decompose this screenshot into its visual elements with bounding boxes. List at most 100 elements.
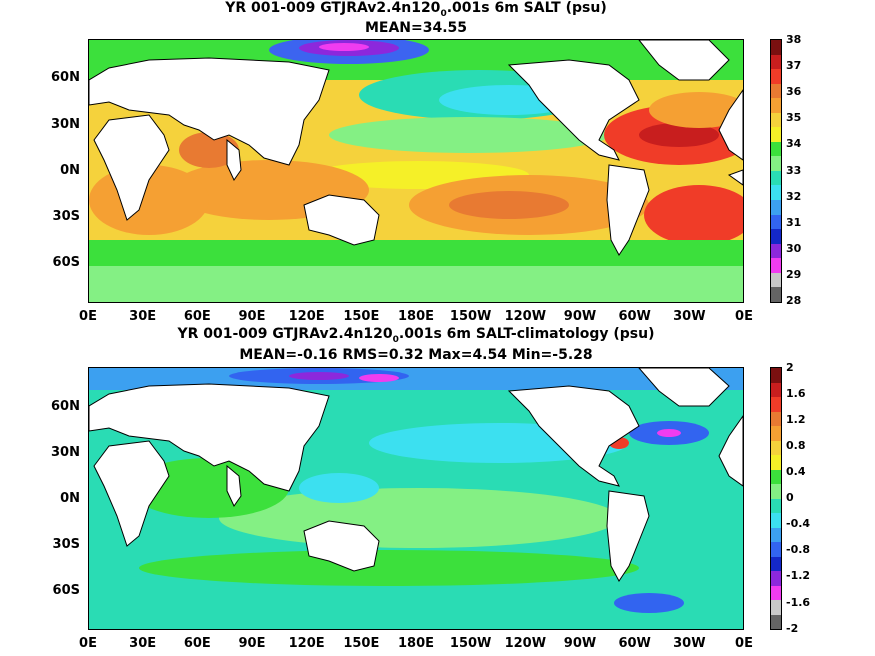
top-colorbar-label: 34 bbox=[786, 137, 802, 150]
bottom-lon-label: 180E bbox=[397, 636, 435, 651]
bottom-lon-label: 90E bbox=[238, 636, 266, 651]
bottom-colorbar-label: -1.6 bbox=[786, 596, 811, 609]
bottom-lon-label: 150W bbox=[449, 636, 492, 651]
colorbar-segment bbox=[771, 229, 781, 244]
top-lon-label: 150E bbox=[343, 309, 380, 324]
colorbar-segment bbox=[771, 170, 781, 186]
bottom-colorbar-label: -0.4 bbox=[786, 517, 811, 530]
bottom-colorbar-label: -2 bbox=[786, 622, 799, 635]
bottom-lon-label: 60E bbox=[183, 636, 211, 651]
bottom-lon-label: 150E bbox=[343, 636, 380, 651]
colorbar-segment bbox=[771, 83, 781, 99]
colorbar-segment bbox=[771, 258, 781, 273]
colorbar-segment bbox=[771, 397, 781, 412]
top-colorbar-label: 31 bbox=[786, 216, 802, 229]
top-title: YR 001-009 GTJRAv2.4n1200.001s 6m SALT (… bbox=[225, 0, 607, 19]
bottom-lat-label: 60N bbox=[51, 399, 80, 414]
colorbar-segment bbox=[771, 243, 781, 259]
top-lat-label: 0N bbox=[60, 163, 80, 178]
colorbar-segment bbox=[771, 571, 781, 586]
top-colorbar-label: 37 bbox=[786, 59, 802, 72]
bottom-colorbar-label: 1.6 bbox=[786, 387, 806, 400]
bottom-lon-label: 30E bbox=[129, 636, 157, 651]
colorbar-segment bbox=[771, 141, 781, 157]
top-colorbar-label: 28 bbox=[786, 294, 802, 307]
colorbar-segment bbox=[771, 40, 781, 55]
top-lon-label: 120E bbox=[288, 309, 325, 324]
bottom-lat-label: 0N bbox=[60, 491, 80, 506]
bottom-colorbar-label: 1.2 bbox=[786, 413, 806, 426]
colorbar-segment bbox=[771, 527, 781, 542]
top-lat-label: 30N bbox=[51, 117, 80, 132]
top-lon-label: 120W bbox=[504, 309, 547, 324]
bottom-lat-label: 60S bbox=[52, 583, 80, 598]
bottom-colorbar-label: -1.2 bbox=[786, 569, 811, 582]
top-colorbar-label: 29 bbox=[786, 268, 802, 281]
top-lon-label: 90W bbox=[563, 309, 597, 324]
bottom-colorbar-label: 2 bbox=[786, 361, 794, 374]
colorbar-segment bbox=[771, 156, 781, 171]
bottom-lon-label: 0E bbox=[735, 636, 753, 651]
bottom-colorbar bbox=[770, 367, 782, 630]
colorbar-segment bbox=[771, 382, 781, 397]
top-lon-label: 60E bbox=[183, 309, 211, 324]
bottom-colorbar-label: 0.8 bbox=[786, 439, 806, 452]
colorbar-segment bbox=[771, 214, 781, 230]
colorbar-segment bbox=[771, 368, 781, 383]
colorbar-segment bbox=[771, 469, 781, 484]
colorbar-segment bbox=[771, 287, 781, 302]
bottom-lon-label: 120W bbox=[504, 636, 547, 651]
colorbar-segment bbox=[771, 98, 781, 113]
top-colorbar-label: 33 bbox=[786, 164, 802, 177]
colorbar-segment bbox=[771, 542, 781, 557]
colorbar-segment bbox=[771, 513, 781, 528]
top-lon-label: 180E bbox=[397, 309, 435, 324]
bottom-lon-label: 90W bbox=[563, 636, 597, 651]
top-lon-label: 0E bbox=[735, 309, 753, 324]
top-lon-label: 90E bbox=[238, 309, 266, 324]
bottom-lat-label: 30N bbox=[51, 445, 80, 460]
top-lon-label: 30W bbox=[673, 309, 706, 324]
colorbar-segment bbox=[771, 455, 781, 470]
colorbar-segment bbox=[771, 484, 781, 499]
colorbar-segment bbox=[771, 69, 781, 84]
colorbar-segment bbox=[771, 600, 781, 615]
bottom-lat-label: 30S bbox=[52, 537, 80, 552]
colorbar-segment bbox=[771, 54, 781, 70]
top-colorbar-label: 36 bbox=[786, 85, 802, 98]
colorbar-segment bbox=[771, 272, 781, 288]
top-colorbar bbox=[770, 39, 782, 303]
colorbar-segment bbox=[771, 185, 781, 201]
top-stats: MEAN=34.55 bbox=[364, 20, 468, 36]
top-lat-label: 30S bbox=[52, 209, 80, 224]
colorbar-segment bbox=[771, 498, 781, 513]
top-colorbar-label: 38 bbox=[786, 33, 802, 46]
bottom-colorbar-label: 0.4 bbox=[786, 465, 806, 478]
bottom-anomaly-map bbox=[88, 367, 744, 630]
top-salinity-map bbox=[88, 39, 744, 303]
colorbar-segment bbox=[771, 112, 781, 128]
top-colorbar-label: 30 bbox=[786, 242, 802, 255]
top-lon-label: 150W bbox=[449, 309, 492, 324]
colorbar-segment bbox=[771, 127, 781, 142]
top-lat-label: 60S bbox=[52, 255, 80, 270]
colorbar-segment bbox=[771, 426, 781, 441]
colorbar-segment bbox=[771, 556, 781, 571]
bottom-colorbar-label: 0 bbox=[786, 491, 794, 504]
bottom-colorbar-label: -0.8 bbox=[786, 543, 811, 556]
top-colorbar-label: 35 bbox=[786, 111, 802, 124]
bottom-stats: MEAN=-0.16 RMS=0.32 Max=4.54 Min=-5.28 bbox=[239, 347, 593, 363]
colorbar-segment bbox=[771, 614, 781, 629]
top-lon-label: 0E bbox=[79, 309, 97, 324]
bottom-lon-label: 120E bbox=[288, 636, 325, 651]
top-colorbar-label: 32 bbox=[786, 190, 802, 203]
bottom-lon-label: 60W bbox=[618, 636, 651, 651]
bottom-lon-label: 0E bbox=[79, 636, 97, 651]
colorbar-segment bbox=[771, 585, 781, 600]
colorbar-segment bbox=[771, 411, 781, 426]
top-lat-label: 60N bbox=[51, 70, 80, 85]
top-lon-label: 60W bbox=[618, 309, 651, 324]
colorbar-segment bbox=[771, 440, 781, 455]
colorbar-segment bbox=[771, 200, 781, 215]
top-lon-label: 30E bbox=[129, 309, 157, 324]
